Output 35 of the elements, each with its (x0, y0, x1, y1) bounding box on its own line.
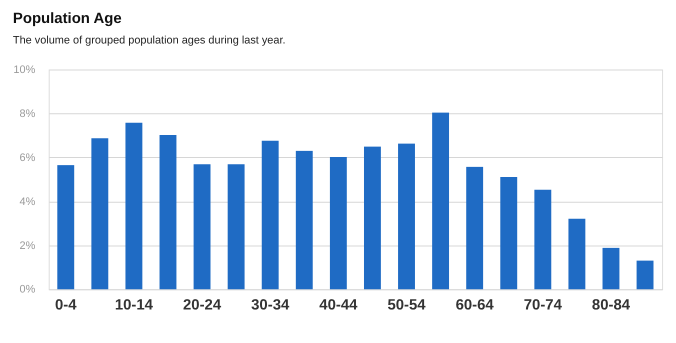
chart-title: Population Age (12, 10, 122, 27)
bar (500, 176, 518, 290)
bar (602, 248, 620, 290)
bar (160, 135, 176, 290)
bar (432, 112, 450, 290)
y-tick-label: 8% (19, 108, 36, 120)
x-tick-label: 20-24 (182, 298, 222, 314)
y-tick-label: 6% (19, 152, 36, 164)
bar (262, 140, 279, 290)
y-tick-label: 2% (19, 240, 36, 252)
bar (125, 122, 142, 290)
bar (194, 164, 211, 290)
x-tick-label: 60-64 (456, 298, 494, 314)
y-tick-label: 4% (19, 196, 36, 208)
x-tick-label: 70-74 (524, 298, 563, 314)
bar (466, 166, 484, 290)
bar (534, 190, 552, 290)
x-tick-label: 30-34 (251, 298, 290, 314)
bar (636, 260, 654, 290)
x-tick-label: 40-44 (319, 298, 358, 314)
bar (57, 165, 74, 290)
chart-subtitle: The volume of grouped population ages during last year. (12, 34, 286, 47)
bar (330, 156, 347, 290)
bar (364, 146, 381, 290)
bar (91, 138, 108, 290)
bar (568, 218, 586, 290)
y-tick-label: 10% (13, 64, 36, 76)
y-tick-label: 0% (19, 284, 36, 296)
bar (296, 150, 313, 290)
bar (228, 164, 245, 290)
x-tick-label: 0-4 (54, 298, 78, 314)
x-tick-label: 50-54 (387, 298, 426, 314)
bar (398, 144, 415, 290)
x-tick-label: 80-84 (592, 298, 631, 314)
x-tick-label: 10-14 (114, 298, 154, 314)
